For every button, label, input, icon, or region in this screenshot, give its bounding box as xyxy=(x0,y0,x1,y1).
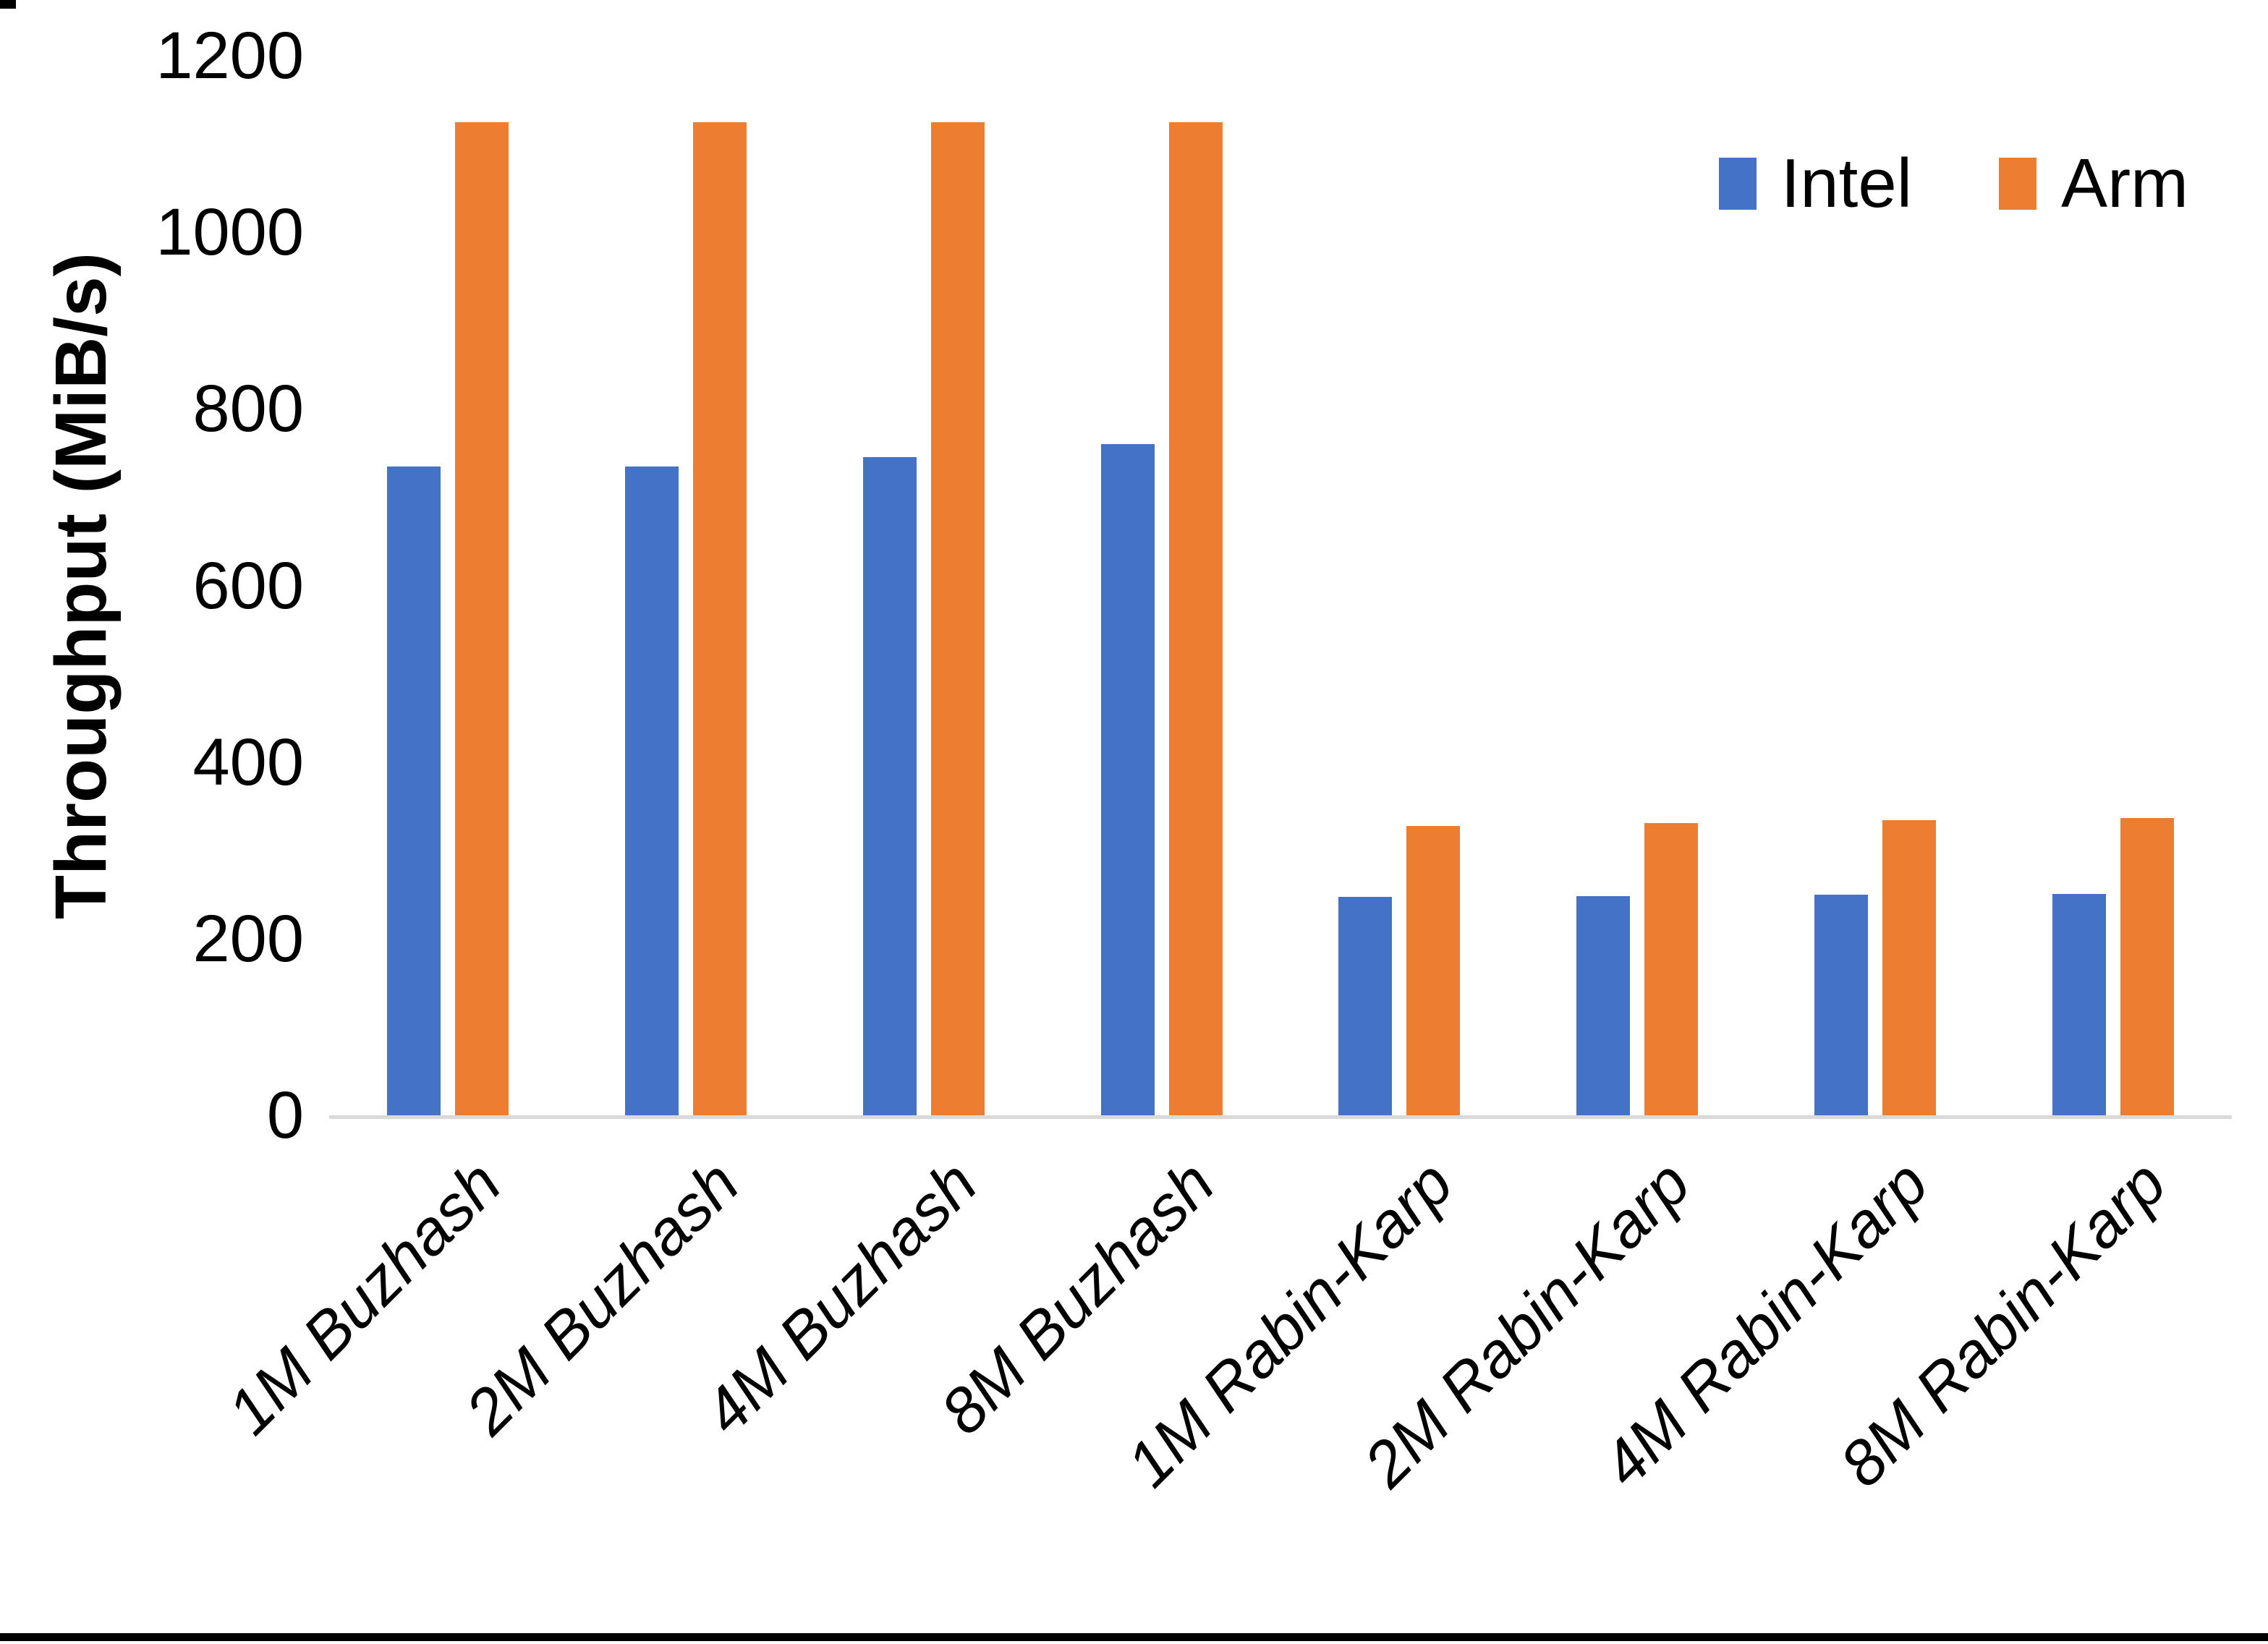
bar-intel-4m-buzhash xyxy=(862,457,917,1115)
bar-arm-2m-rabin-karp xyxy=(1644,823,1699,1115)
bar-arm-1m-buzhash xyxy=(455,122,509,1115)
legend-swatch-icon xyxy=(1718,158,1757,210)
legend-item-intel: Intel xyxy=(1718,145,1913,222)
y-tick-label: 600 xyxy=(192,548,305,623)
bar-arm-2m-buzhash xyxy=(693,122,747,1115)
bar-intel-8m-rabin-karp xyxy=(2052,894,2106,1115)
y-tick-label: 400 xyxy=(192,725,305,799)
legend-label: Intel xyxy=(1780,145,1913,222)
legend: Intel Arm xyxy=(1718,145,2188,222)
y-tick-label: 200 xyxy=(192,901,305,976)
bar-arm-4m-buzhash xyxy=(930,122,985,1115)
y-tick-label: 0 xyxy=(266,1078,304,1152)
bar-intel-4m-rabin-karp xyxy=(1814,895,1868,1115)
y-tick-label: 1000 xyxy=(156,195,304,270)
bar-intel-8m-buzhash xyxy=(1100,444,1155,1115)
legend-label: Arm xyxy=(2061,145,2188,222)
legend-swatch-icon xyxy=(1999,158,2037,210)
y-tick-label: 800 xyxy=(192,372,305,446)
bar-intel-1m-buzhash xyxy=(387,467,441,1115)
bar-arm-4m-rabin-karp xyxy=(1882,820,1936,1115)
bar-arm-8m-rabin-karp xyxy=(2120,818,2174,1115)
bar-intel-2m-rabin-karp xyxy=(1576,896,1631,1115)
frame-bottom-bar xyxy=(0,1633,2268,1641)
bar-intel-1m-rabin-karp xyxy=(1338,897,1393,1115)
bar-arm-8m-buzhash xyxy=(1168,122,1223,1115)
y-tick-label: 1200 xyxy=(156,19,304,93)
legend-item-arm: Arm xyxy=(1999,149,2188,218)
frame-corner-mark xyxy=(0,0,16,9)
plot-area xyxy=(329,56,2232,1115)
bar-arm-1m-rabin-karp xyxy=(1406,826,1461,1115)
x-axis-line xyxy=(329,1115,2232,1119)
bar-intel-2m-buzhash xyxy=(625,467,679,1115)
